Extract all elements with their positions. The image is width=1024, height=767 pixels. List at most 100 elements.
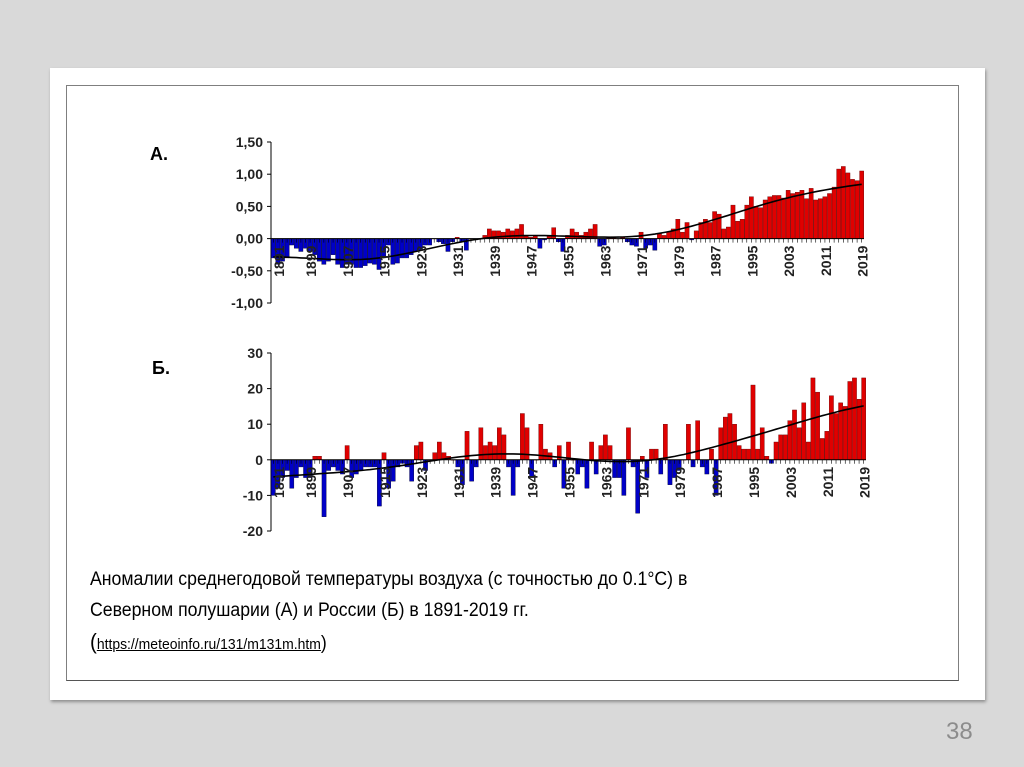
- bar-a-1984: [698, 222, 704, 239]
- x-tick-label-a: 1915: [377, 245, 393, 276]
- bar-b-1968: [626, 427, 631, 461]
- y-tick-label-b: -10: [243, 487, 263, 503]
- bar-a-1983: [693, 230, 699, 239]
- y-tick-label-b: 20: [247, 381, 263, 397]
- bar-b-1901: [317, 456, 322, 460]
- bar-b-1915: [381, 452, 387, 460]
- bar-b-1962: [598, 445, 604, 460]
- bar-b-1996: [755, 448, 760, 460]
- bar-a-2019: [859, 170, 864, 239]
- bar-b-2009: [815, 391, 820, 461]
- bar-b-1992: [736, 445, 742, 460]
- bar-b-1950: [543, 448, 548, 460]
- x-tick-label-a: 1979: [671, 245, 687, 276]
- bar-a-2007: [804, 198, 809, 239]
- bar-b-1902: [321, 459, 327, 517]
- x-tick-label-b: 1899: [303, 467, 319, 498]
- bar-a-2013: [831, 186, 837, 239]
- bar-b-1959: [584, 459, 590, 489]
- y-tick-label-b: 30: [247, 345, 263, 361]
- bar-a-1910: [358, 238, 363, 268]
- bar-a-1996: [753, 206, 759, 239]
- x-tick-label-b: 1915: [377, 467, 393, 498]
- bar-a-1991: [730, 204, 736, 239]
- bar-b-2017: [852, 377, 857, 461]
- bar-a-1980: [680, 231, 685, 239]
- bar-a-2010: [818, 198, 823, 239]
- x-tick-label-b: 1963: [598, 467, 614, 498]
- source-link[interactable]: https://meteoinfo.ru/131/m131m.htm: [96, 636, 321, 653]
- bar-a-1993: [739, 219, 745, 239]
- bar-b-2000: [773, 441, 779, 460]
- bar-b-1994: [746, 448, 751, 460]
- bar-b-2015: [842, 406, 848, 460]
- x-tick-label-a: 1955: [561, 245, 577, 276]
- panel-label-b: Б.: [152, 358, 170, 378]
- bar-b-1993: [741, 448, 747, 460]
- x-tick-label-b: 1939: [488, 467, 504, 498]
- bar-a-1989: [721, 228, 727, 239]
- bar-b-1960: [589, 441, 594, 460]
- y-tick-label-a: -1,00: [231, 295, 263, 311]
- bar-b-2013: [833, 413, 839, 460]
- bar-b-1940: [497, 427, 502, 461]
- bar-a-2004: [790, 193, 796, 239]
- content-frame: [66, 85, 959, 681]
- bar-b-1974: [653, 448, 659, 460]
- bar-b-1941: [501, 434, 507, 461]
- bar-b-2001: [778, 434, 783, 461]
- bar-b-1976: [663, 424, 668, 461]
- y-tick-label-b: 10: [247, 416, 263, 432]
- caption-line-1: Аномалии среднегодовой температуры возду…: [90, 569, 688, 590]
- bar-b-1927: [437, 441, 442, 460]
- y-tick-label-a: 1,00: [236, 166, 263, 182]
- bar-b-1963: [603, 434, 608, 461]
- y-tick-label-a: -0,50: [231, 263, 263, 279]
- bar-a-2001: [776, 195, 782, 239]
- x-tick-label-b: 1923: [414, 467, 430, 498]
- caption-line-2: Северном полушарии (А) и России (Б) в 18…: [90, 600, 529, 621]
- x-tick-label-b: 2011: [820, 467, 836, 498]
- bar-b-1907: [344, 445, 350, 460]
- bar-b-1971: [639, 456, 645, 460]
- bar-b-1995: [750, 384, 756, 461]
- bar-b-1990: [727, 413, 733, 460]
- x-tick-label-a: 1891: [271, 245, 287, 276]
- bar-b-2016: [847, 381, 853, 461]
- bar-a-1990: [726, 226, 731, 239]
- bar-a-2009: [813, 199, 819, 239]
- slide: А. Б. Аномалии среднегодовой температуры…: [50, 68, 985, 700]
- bar-a-1981: [684, 222, 690, 239]
- bar-a-1997: [758, 207, 763, 239]
- bar-b-1926: [432, 452, 438, 460]
- bar-b-1895: [289, 459, 295, 489]
- bar-b-1998: [764, 456, 770, 460]
- bar-b-2010: [819, 438, 825, 461]
- bar-a-1957: [574, 231, 579, 239]
- bar-a-2008: [808, 188, 814, 239]
- x-tick-label-a: 1923: [413, 245, 429, 276]
- bar-b-1967: [621, 459, 627, 496]
- bar-a-1945: [519, 224, 524, 239]
- x-tick-label-b: 1979: [672, 467, 688, 498]
- bar-b-2011: [824, 431, 830, 461]
- bar-b-1939: [492, 445, 498, 460]
- x-tick-label-b: 1955: [562, 467, 578, 498]
- bar-b-2004: [792, 409, 797, 460]
- bar-b-1964: [607, 445, 613, 460]
- bar-a-2015: [841, 166, 846, 239]
- x-tick-label-b: 1995: [746, 467, 762, 498]
- bar-a-1992: [735, 221, 740, 239]
- bar-a-1952: [551, 227, 557, 239]
- bar-b-1989: [723, 416, 728, 460]
- bar-a-1987: [712, 211, 717, 239]
- bar-b-1955: [566, 441, 571, 460]
- bar-b-1923: [418, 441, 424, 460]
- bar-a-1942: [505, 228, 511, 239]
- x-tick-label-a: 1963: [597, 245, 613, 276]
- bar-b-1973: [649, 448, 654, 460]
- y-tick-label-a: 0,50: [236, 198, 263, 214]
- open-paren: (: [90, 629, 97, 654]
- x-tick-label-a: 1899: [303, 245, 319, 276]
